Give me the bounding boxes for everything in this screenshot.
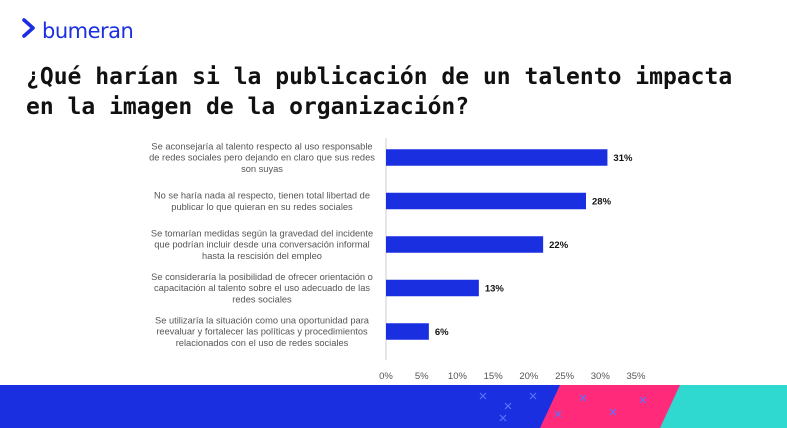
bar	[386, 149, 608, 166]
x-tick-label: 0%	[379, 371, 393, 382]
x-tick-label: 25%	[555, 371, 575, 382]
footer-decoration	[0, 385, 787, 428]
category-label: No se haría nada al respecto, tienen tot…	[154, 191, 370, 212]
logo-text: bumeran	[42, 18, 134, 43]
chevron-right-icon	[22, 18, 36, 43]
category-label: Se consideraría la posibilidad de ofrece…	[151, 272, 373, 305]
bumeran-logo: bumeran	[22, 18, 134, 43]
x-tick-label: 35%	[626, 371, 646, 382]
category-label: Se aconsejaría al talento respecto al us…	[149, 141, 375, 174]
bar	[386, 323, 429, 340]
category-label: Se utilizaría la situación como una opor…	[155, 315, 370, 348]
data-label: 31%	[613, 153, 633, 164]
x-tick-label: 20%	[519, 371, 539, 382]
bar-chart: 31% Se aconsejaría al talento respecto al…	[149, 138, 646, 382]
bar	[386, 192, 586, 210]
bar	[386, 279, 479, 297]
x-tick-label: 10%	[448, 371, 468, 382]
x-tick-label: 15%	[484, 371, 504, 382]
x-tick-label: 30%	[591, 371, 611, 382]
chart-title: ¿Qué harían si la publicación de un tale…	[26, 64, 733, 120]
bar	[386, 236, 544, 253]
x-tick-label: 5%	[415, 371, 429, 382]
data-label: 6%	[435, 327, 449, 338]
data-label: 13%	[485, 284, 505, 295]
category-label: Se tomarían medidas según la gravedad de…	[151, 228, 373, 261]
data-label: 22%	[549, 240, 569, 251]
data-label: 28%	[592, 197, 612, 208]
